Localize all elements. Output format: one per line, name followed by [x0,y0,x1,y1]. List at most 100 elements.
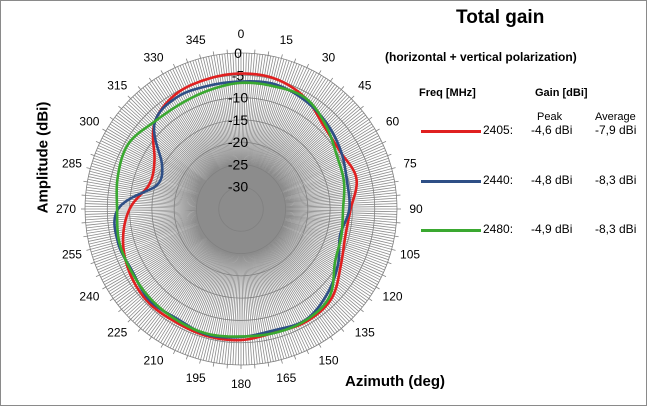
angle-tick-mark [212,51,215,56]
angle-tick-label: 135 [355,326,375,340]
angle-tick-mark [382,141,387,144]
angle-tick-mark [387,153,392,157]
angle-tick-mark [127,95,131,99]
angle-tick-label: 90 [409,202,423,216]
angle-tick-label: 330 [143,50,163,64]
angle-tick-label: 75 [403,157,417,171]
angle-tick-label: 210 [143,354,163,368]
angle-tick-label: 195 [186,371,206,385]
angle-tick-mark [86,248,91,251]
legend-freq-2480: 2480: [483,222,514,236]
radial-tick-label: 0 [234,45,242,61]
legend-header-gain: Gain [dBi] [535,87,588,99]
angle-tick-mark [95,274,100,277]
angle-tick-label: 240 [79,290,99,304]
legend-header-freq: Freq [MHz] [419,87,476,99]
angle-tick-label: 165 [276,371,296,385]
radial-tick-label: -30 [228,179,248,195]
radial-tick-label: -20 [228,134,248,150]
angle-tick-label: 60 [386,115,400,129]
legend-peak-2405: -4,6 dBi [531,123,573,137]
radial-gridline [173,141,309,277]
legend-peak-2480: -4,9 dBi [531,222,573,236]
angle-tick-mark [387,261,392,265]
radial-tick-label: -5 [232,67,245,83]
radial-gridline [151,119,331,299]
angle-tick-mark [173,350,176,355]
angle-tick-mark [394,235,399,238]
angle-tick-label: 180 [231,377,251,391]
angle-tick-label: 15 [280,33,294,47]
angle-tick-label: 270 [56,202,76,216]
series-line-2 [115,81,346,338]
angle-tick-mark [330,336,334,341]
legend-swatch-2440 [421,180,481,183]
angle-tick-mark [83,235,88,238]
angle-tick-label: 0 [238,27,245,41]
x-axis-label: Azimuth (deg) [345,373,445,390]
angle-tick-mark [90,153,95,157]
angle-tick-mark [318,70,322,75]
angle-tick-label: 150 [318,354,338,368]
radial-gridline [218,186,264,232]
legend-freq-2405: 2405: [483,123,514,137]
angle-tick-mark [391,248,396,251]
chart-subtitle: (horizontal + vertical polarization) [385,50,577,64]
angle-tick-mark [95,141,100,144]
angle-tick-mark [160,70,164,75]
radial-tick-label: -10 [228,90,248,106]
angle-tick-mark [293,355,297,360]
angle-tick-label: 300 [79,115,99,129]
angle-tick-mark [280,359,283,364]
angle-tick-mark [199,54,202,59]
legend-swatch-2480 [421,229,481,232]
angle-tick-mark [391,167,396,170]
y-axis-label: Amplitude (dBi) [34,101,52,214]
angle-tick-labels: 0 15 30 45 60 75 90 105 120 135 150 165 180 195 210 225… [56,27,423,391]
angle-tick-label: 255 [62,247,82,261]
angle-tick-mark [212,362,215,367]
angle-tick-mark [86,167,91,170]
angle-tick-mark [360,105,364,110]
angle-tick-label: 285 [62,157,82,171]
radial-gridline [196,164,286,254]
angle-tick-mark [267,362,270,367]
legend-entry-2480: 2480: -4,9 dBi -8,3 dBi [421,222,646,238]
angle-tick-mark [160,343,164,348]
angle-tick-mark [148,77,152,82]
angle-tick-mark [83,180,88,183]
legend-average-2405: -7,9 dBi [595,123,637,137]
legend-average-2440: -8,3 dBi [595,173,637,187]
chart-title: Total gain [456,7,545,28]
angle-tick-mark [293,58,297,63]
series-lines [113,72,359,342]
angle-tick-label: 315 [107,78,127,92]
angle-tick-mark [360,308,364,313]
angle-tick-mark [118,105,122,110]
angle-tick-mark [382,274,387,277]
angle-tick-mark [148,336,152,341]
angle-tick-mark [185,58,189,63]
angle-tick-mark [351,319,355,323]
radial-tick-label: -15 [228,112,248,128]
angle-tick-label: 105 [400,247,420,261]
angle-tick-mark [340,86,345,90]
angular-grid [85,53,397,365]
angle-tick-mark [375,128,380,132]
angle-tick-mark [394,180,399,183]
angular-gridlines [85,53,397,365]
angle-tick-mark [137,86,142,90]
angle-tick-mark [185,355,189,360]
legend-header-average: Average [595,111,636,123]
angle-tick-mark [267,51,270,56]
angle-tick-mark [375,286,380,290]
legend-swatch-2405 [421,130,481,133]
angle-tick-mark [127,319,131,323]
angle-tick-mark [306,350,309,355]
angle-tick-mark [90,261,95,265]
angle-tick-mark [137,328,142,332]
angle-tick-mark [109,298,114,302]
angle-tick-mark [306,63,309,68]
